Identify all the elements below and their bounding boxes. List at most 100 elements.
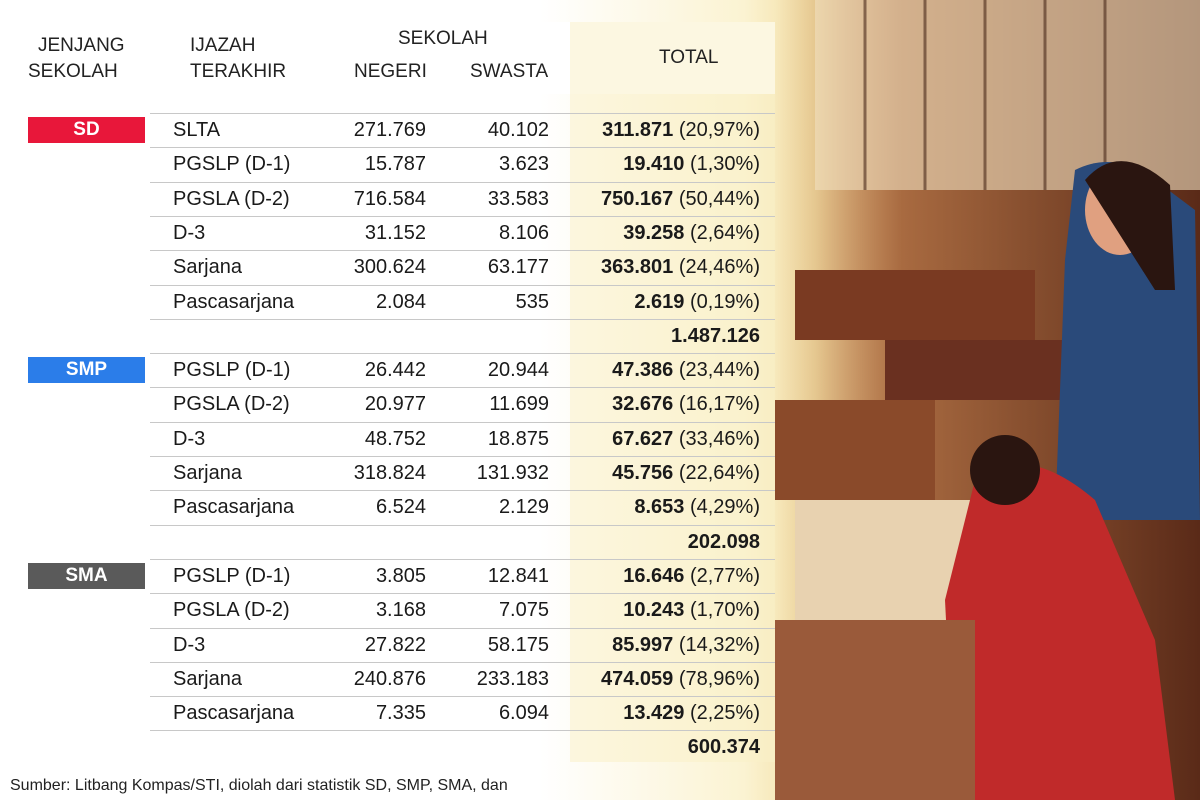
total: 85.997	[612, 633, 674, 656]
row-separator	[150, 730, 775, 732]
row-separator	[150, 490, 775, 492]
ijazah: Pascasarjana	[173, 702, 295, 725]
percent: (33,46%)	[678, 427, 760, 450]
level-badge: SD	[28, 117, 145, 143]
header-jenjang: JENJANG	[38, 35, 125, 56]
percent: (24,46%)	[678, 256, 760, 279]
row-separator	[150, 593, 775, 595]
negeri: 20.977	[364, 393, 426, 416]
negeri: 26.442	[364, 359, 426, 382]
swasta: 33.583	[487, 187, 549, 210]
ijazah: D-3	[173, 633, 206, 656]
swasta: 40.102	[487, 119, 549, 141]
percent: (4,29%)	[689, 496, 760, 519]
total: 13.429	[623, 702, 685, 725]
ijazah: D-3	[173, 427, 206, 450]
total: 2.619	[634, 290, 685, 313]
ijazah: PGSLP (D-1)	[173, 564, 291, 587]
total: 47.386	[612, 359, 674, 382]
swasta: 131.932	[476, 462, 549, 484]
total: 19.410	[623, 153, 685, 176]
negeri: 7.335	[375, 702, 426, 725]
row-separator	[150, 387, 775, 389]
total: 32.676	[612, 393, 674, 416]
row-separator	[150, 661, 775, 663]
ijazah: D-3	[173, 221, 206, 244]
percent: (2,25%)	[689, 702, 760, 725]
negeri: 318.824	[353, 462, 426, 484]
percent: (2,64%)	[689, 221, 760, 244]
negeri: 300.624	[353, 256, 426, 279]
total-cell: 67.627 (33,46%)	[612, 429, 760, 449]
percent: (1,30%)	[689, 153, 760, 176]
total-cell: 85.997 (14,32%)	[612, 635, 760, 655]
row-separator	[150, 696, 775, 698]
percent: (22,64%)	[678, 462, 760, 484]
level-badge: SMA	[28, 562, 145, 589]
total-cell: 311.871 (20,97%)	[602, 120, 760, 140]
row-separator	[150, 250, 775, 252]
row-separator	[150, 181, 775, 183]
ijazah: SLTA	[173, 119, 221, 141]
header-ijazah: TERAKHIR	[190, 61, 287, 82]
total-cell: 13.429 (2,25%)	[623, 703, 760, 723]
total-cell: 19.410 (1,30%)	[623, 154, 760, 174]
negeri: 2.084	[375, 290, 426, 313]
total-cell: 2.619 (0,19%)	[634, 292, 760, 312]
classroom-photo	[775, 0, 1200, 800]
row-separator	[150, 558, 775, 560]
total-cell: 47.386 (23,44%)	[612, 360, 760, 380]
group-total: 1.487.126	[671, 324, 760, 347]
swasta: 58.175	[487, 633, 549, 656]
total: 16.646	[623, 564, 685, 587]
ijazah: PGSLP (D-1)	[173, 359, 291, 382]
row-separator	[150, 627, 775, 629]
percent: (0,19%)	[689, 290, 760, 313]
negeri: 3.168	[375, 599, 426, 622]
ijazah: PGSLA (D-2)	[173, 599, 290, 622]
total: 750.167	[600, 187, 674, 210]
ijazah: Sarjana	[173, 256, 242, 279]
percent: (23,44%)	[678, 359, 760, 382]
header-sekolah: SEKOLAH	[398, 28, 488, 49]
ijazah: Pascasarjana	[173, 290, 295, 313]
level-badge: SMP	[28, 357, 145, 384]
total: 45.756	[612, 462, 674, 484]
swasta: 3.623	[498, 153, 549, 176]
ijazah: Sarjana	[173, 462, 242, 484]
swasta: 12.841	[487, 564, 549, 587]
swasta: 11.699	[489, 393, 549, 416]
total: 39.258	[623, 221, 685, 244]
total: 311.871	[602, 119, 674, 141]
ijazah: PGSLA (D-2)	[173, 187, 290, 210]
header-swasta: SWASTA	[470, 61, 549, 82]
total-cell: 750.167 (50,44%)	[601, 189, 760, 209]
ijazah: PGSLP (D-1)	[173, 153, 291, 176]
row-separator	[150, 215, 775, 217]
negeri: 15.787	[364, 153, 426, 176]
total-cell: 474.059 (78,96%)	[601, 669, 760, 689]
total-cell: 363.801 (24,46%)	[601, 257, 760, 277]
negeri: 240.876	[353, 667, 426, 690]
group-total: 202.098	[687, 530, 760, 553]
total-column	[570, 22, 775, 762]
negeri: 271.769	[353, 119, 426, 141]
source-note: Sumber: Litbang Kompas/STI, diolah dari …	[10, 777, 508, 794]
total: 67.627	[612, 427, 674, 450]
row-separator	[150, 113, 775, 114]
percent: (78,96%)	[678, 667, 760, 690]
total-cell: 45.756 (22,64%)	[612, 463, 760, 483]
negeri: 716.584	[353, 187, 426, 210]
swasta: 18.875	[487, 427, 549, 450]
row-separator	[150, 353, 775, 355]
percent: (1,70%)	[689, 599, 760, 622]
total-cell: 39.258 (2,64%)	[623, 223, 760, 243]
percent: (50,44%)	[678, 187, 760, 210]
row-separator	[150, 284, 775, 286]
percent: (2,77%)	[689, 564, 760, 587]
swasta: 2.129	[498, 496, 549, 519]
header-negeri: NEGERI	[354, 61, 427, 82]
swasta: 63.177	[487, 256, 549, 279]
swasta: 7.075	[498, 599, 549, 622]
